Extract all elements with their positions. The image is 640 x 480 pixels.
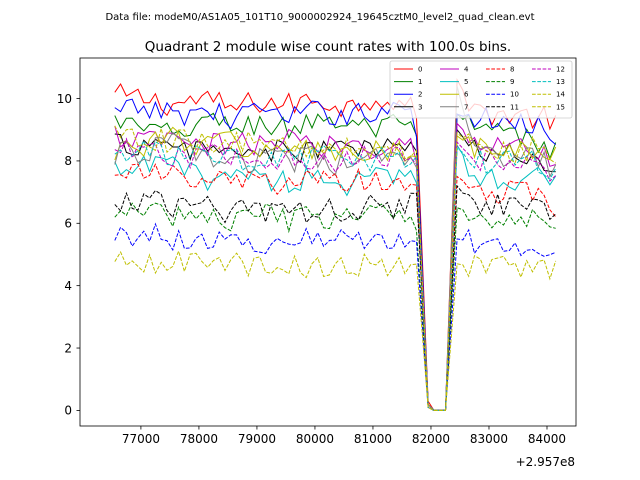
series-line-0	[114, 77, 557, 411]
x-tick-label: 80000	[296, 432, 334, 446]
legend-label-12: 12	[556, 66, 565, 74]
y-tick-label: 8	[64, 154, 72, 168]
plot-area	[114, 77, 557, 411]
x-tick-label: 81000	[354, 432, 392, 446]
series-line-14	[114, 249, 557, 411]
x-tick-label: 82000	[412, 432, 450, 446]
y-tick-label: 10	[57, 92, 72, 106]
x-tick-label: 78000	[180, 432, 218, 446]
y-tick-label: 4	[64, 279, 72, 293]
x-tick-label: 84000	[528, 432, 566, 446]
axes-frame	[79, 57, 577, 427]
legend-label-10: 10	[510, 91, 519, 99]
legend-label-7: 7	[464, 103, 468, 111]
legend-label-3: 3	[418, 103, 422, 111]
legend-label-5: 5	[464, 78, 468, 86]
legend-label-1: 1	[418, 78, 422, 86]
figure-suptitle: Data file: modeM0/AS1A05_101T10_90000029…	[105, 12, 534, 23]
series-line-15	[114, 125, 556, 411]
axes: 77000 78000 79000 80000 81000 82000 83000 84000…	[57, 57, 577, 446]
y-tick-label: 0	[64, 404, 72, 418]
series-line-12	[114, 137, 557, 411]
legend-label-11: 11	[510, 103, 519, 111]
legend-box	[389, 60, 573, 119]
legend-label-14: 14	[556, 91, 565, 99]
series-line-10	[114, 222, 556, 411]
legend-label-2: 2	[418, 91, 422, 99]
legend-label-15: 15	[556, 103, 565, 111]
legend-label-0: 0	[418, 66, 422, 74]
series-line-4	[114, 122, 556, 411]
series-line-6	[114, 126, 557, 411]
series-line-9	[114, 202, 556, 411]
legend-label-9: 9	[510, 78, 514, 86]
series-line-7	[114, 85, 557, 411]
legend-label-13: 13	[556, 78, 565, 86]
legend-label-6: 6	[464, 91, 469, 99]
series-line-11	[114, 184, 557, 411]
series-line-8	[114, 163, 557, 411]
legend-label-4: 4	[464, 66, 469, 74]
x-tick-label: 79000	[238, 432, 276, 446]
x-offset-label: +2.957e8	[516, 455, 575, 469]
series-line-13	[114, 139, 557, 411]
y-tick-label: 2	[64, 341, 72, 355]
series-line-5	[114, 143, 557, 411]
series-line-1	[114, 112, 557, 411]
x-tick-label: 83000	[470, 432, 508, 446]
x-tick-label: 77000	[122, 432, 160, 446]
series-line-2	[114, 98, 557, 411]
y-tick-label: 6	[64, 217, 72, 231]
legend-label-8: 8	[510, 66, 514, 74]
chart-title: Quadrant 2 module wise count rates with …	[145, 39, 511, 55]
